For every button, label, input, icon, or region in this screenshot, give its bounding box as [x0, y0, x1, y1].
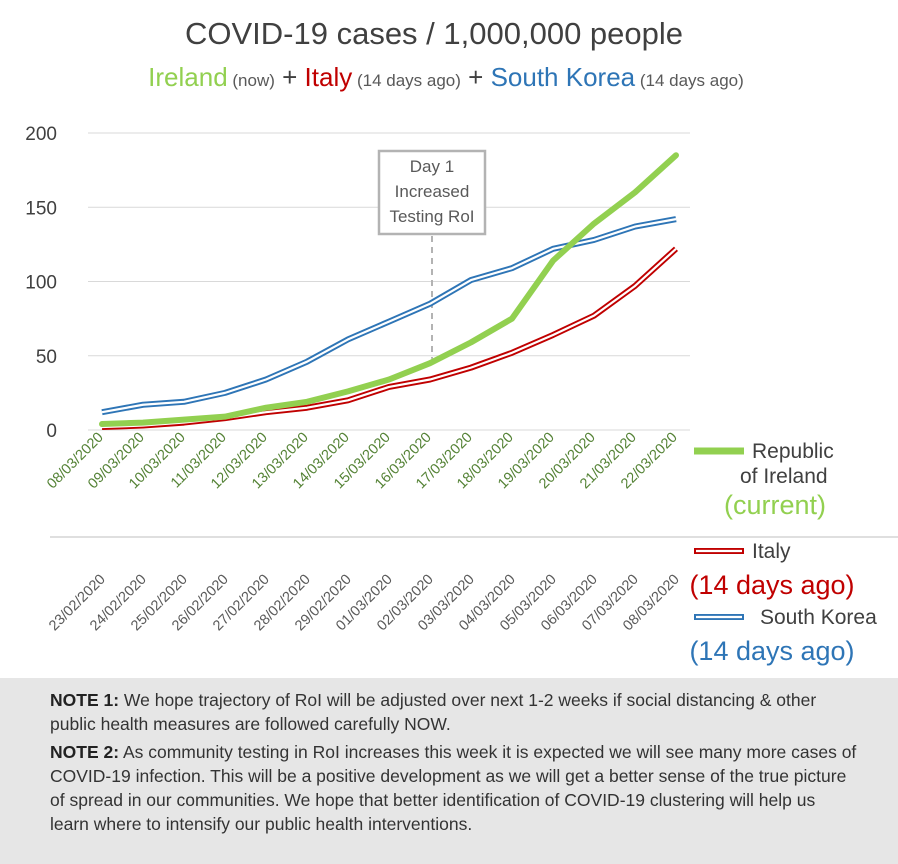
- note-1-label: NOTE 1:: [50, 690, 120, 710]
- annotation-text-line: Testing RoI: [389, 207, 474, 226]
- annotation-box: [377, 149, 487, 236]
- chart-subtitle: Ireland (now) + Italy (14 days ago) + So…: [148, 62, 744, 92]
- y-tick-label-50: 50: [36, 347, 57, 368]
- legend-label-italy: Italy: [752, 540, 791, 563]
- subtitle-part-7: (14 days ago): [635, 71, 744, 90]
- series-line-inner-south-korea: [101, 218, 677, 414]
- legend-label-south-korea: South Korea: [760, 606, 877, 629]
- annotation-text-line: Increased: [395, 182, 470, 201]
- notes-panel: NOTE 1: We hope trajectory of RoI will b…: [0, 678, 898, 864]
- subtitle-part-5: +: [461, 62, 491, 92]
- y-tick-label-150: 150: [25, 198, 57, 219]
- legend-label-republic-of-ireland: Republic: [752, 440, 834, 463]
- note-2-label: NOTE 2:: [50, 742, 120, 762]
- legend-sublabel-italy: (14 days ago): [689, 570, 854, 600]
- subtitle-part-0: Ireland: [148, 62, 228, 92]
- note-1: NOTE 1: We hope trajectory of RoI will b…: [50, 688, 858, 736]
- legend-sublabel-republic-of-ireland: (current): [724, 490, 826, 520]
- subtitle-part-3: Italy: [305, 62, 353, 92]
- subtitle-part-2: +: [275, 62, 305, 92]
- note-1-text: We hope trajectory of RoI will be adjust…: [50, 690, 817, 734]
- chart: COVID-19 cases / 1,000,000 people Ireland…: [25, 16, 898, 666]
- subtitle-part-6: South Korea: [491, 62, 636, 92]
- series-line-republic-of-ireland: [99, 152, 679, 428]
- legend-sublabel-south-korea: (14 days ago): [689, 636, 854, 666]
- subtitle-part-1: (now): [228, 71, 275, 90]
- note-2: NOTE 2: As community testing in RoI incr…: [50, 740, 858, 836]
- annotation-text-line: Day 1: [410, 157, 454, 176]
- legend-label-republic-of-ireland: of Ireland: [740, 465, 828, 488]
- y-tick-label-0: 0: [46, 421, 57, 442]
- chart-title: COVID-19 cases / 1,000,000 people: [185, 16, 683, 51]
- y-tick-label-100: 100: [25, 273, 57, 294]
- subtitle-part-4: (14 days ago): [352, 71, 461, 90]
- y-tick-label-200: 200: [25, 124, 57, 145]
- note-2-text: As community testing in RoI increases th…: [50, 742, 857, 834]
